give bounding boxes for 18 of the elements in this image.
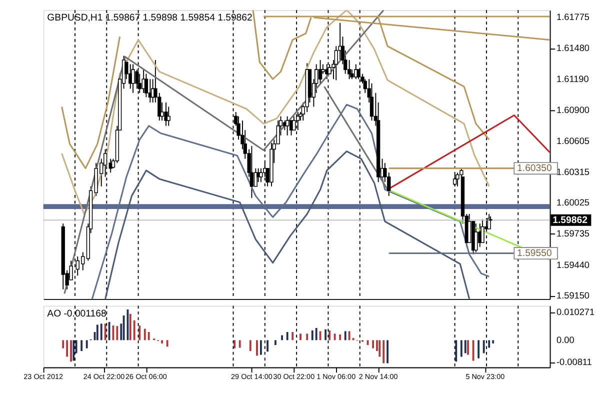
y-tick-label: 0.00 xyxy=(556,335,574,346)
y-tick-label: 1.59735 xyxy=(556,228,590,239)
y-tick-label: 1.60025 xyxy=(556,198,590,208)
chart-title: AO -0.001168 xyxy=(47,308,106,320)
chart-title: GBPUSD,H1 1.59867 1.59898 1.59854 1.59862 xyxy=(47,12,252,24)
y-tick-label: 1.60605 xyxy=(556,136,590,146)
y-tick-label: 1.61480 xyxy=(556,43,590,54)
y-tick-label: 1.59150 xyxy=(556,290,590,301)
y-tick-label: -0.00811 xyxy=(556,357,592,368)
y-tick-label: 1.61190 xyxy=(556,74,589,84)
y-tick-label: 1.60900 xyxy=(556,104,590,115)
annotation: 1.60350 xyxy=(517,163,552,174)
y-tick-label: 1.60315 xyxy=(556,166,590,177)
y-tick-label: 1.61775 xyxy=(556,12,590,22)
y-tick-label: 1.59440 xyxy=(556,260,590,270)
ref-line-label: 1.59862 xyxy=(552,215,588,226)
y-tick-label: 0.010271 xyxy=(556,307,595,318)
annotation: 1.59550 xyxy=(517,248,552,260)
